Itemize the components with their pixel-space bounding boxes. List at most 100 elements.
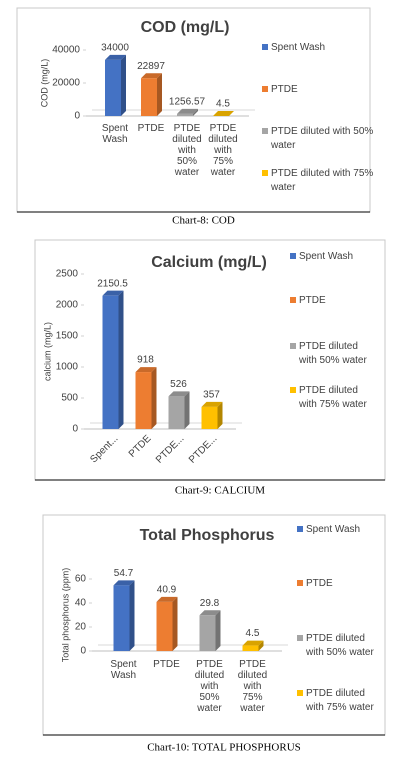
bar (156, 601, 173, 651)
legend-label: PTDE diluted with 50% water (305, 633, 374, 658)
y-tick-label: 0 (74, 111, 80, 122)
legend-swatch (262, 128, 268, 134)
x-tick-label: PTDE diluted with 75% water (238, 659, 267, 714)
legend-swatch (290, 297, 296, 303)
bar (105, 59, 121, 116)
bar-side (129, 580, 135, 651)
bar-top (199, 610, 221, 616)
bar-top (156, 596, 178, 602)
bar-side (217, 401, 223, 429)
bar-top (242, 640, 264, 646)
y-tick-label: 40 (75, 598, 87, 609)
bar-side (193, 108, 198, 116)
bar-side (121, 54, 126, 116)
legend-label: Spent Wash (271, 42, 325, 53)
bar (168, 396, 185, 429)
x-tick-label: PTDE (138, 123, 165, 134)
chart-caption: Chart-8: COD (172, 215, 235, 227)
y-tick-label: 1000 (56, 362, 79, 373)
bar-top (113, 580, 135, 586)
value-label: 40.9 (157, 585, 177, 596)
value-label: 526 (170, 379, 187, 390)
legend-swatch (262, 170, 268, 176)
bar (135, 372, 152, 429)
legend-swatch (297, 580, 303, 586)
value-label: 29.8 (200, 598, 220, 609)
bar-side (151, 367, 157, 429)
y-tick-label: 20000 (52, 78, 80, 89)
bar-side (258, 640, 264, 651)
legend-swatch (290, 253, 296, 259)
bar (199, 615, 216, 651)
x-tick-label: PTDE diluted with 50% water (195, 659, 224, 714)
value-label: 34000 (101, 43, 129, 54)
legend-label: PTDE (306, 578, 333, 589)
legend-swatch (262, 86, 268, 92)
bar (113, 585, 130, 651)
y-tick-label: 40000 (52, 45, 80, 56)
bar-side (184, 391, 190, 429)
y-tick-label: 500 (61, 393, 78, 404)
legend-swatch (297, 526, 303, 532)
x-tick-label: PTDE diluted with 50% water (172, 123, 201, 178)
legend-label: PTDE (271, 84, 298, 95)
legend-label: PTDE diluted with 50% water (298, 341, 367, 366)
legend-label: PTDE diluted with 75% water (298, 385, 367, 410)
value-label: 918 (137, 355, 154, 366)
x-tick-label: Spent Wash (102, 123, 128, 145)
value-label: 4.5 (216, 99, 230, 110)
bar (201, 406, 218, 429)
chart-title: Calcium (mg/L) (151, 254, 267, 271)
chart-caption: Chart-9: CALCIUM (175, 485, 265, 497)
bar-side (157, 73, 162, 116)
chart-caption: Chart-10: TOTAL PHOSPHORUS (147, 742, 301, 754)
bar (102, 295, 119, 429)
value-label: 2150.5 (97, 278, 128, 289)
x-tick-label: PTDE diluted with 75% water (208, 123, 237, 178)
x-tick-label: PTDE (153, 659, 180, 670)
y-tick-label: 0 (72, 424, 78, 435)
y-tick-label: 2500 (56, 269, 79, 280)
y-tick-label: 0 (80, 646, 86, 657)
bar-side (172, 596, 178, 651)
legend-swatch (290, 387, 296, 393)
legend-label: PTDE diluted with 75% water (270, 168, 373, 193)
bar-top (201, 401, 223, 407)
bar-top (213, 110, 234, 116)
bar-top (168, 391, 190, 397)
legend-swatch (297, 635, 303, 641)
bar-top (177, 108, 198, 114)
bar-side (229, 110, 234, 116)
y-axis-label: Total phosphorus (ppm) (60, 568, 70, 663)
y-tick-label: 1500 (56, 331, 79, 342)
legend-label: PTDE (299, 295, 326, 306)
legend-label: Spent Wash (299, 251, 353, 262)
chart-frame (34, 239, 386, 481)
bar (177, 113, 193, 116)
bar-side (215, 610, 221, 651)
legend-label: PTDE diluted with 75% water (305, 688, 374, 713)
legend-label: PTDE diluted with 50% water (270, 126, 373, 151)
legend-label: Spent Wash (306, 524, 360, 535)
chart-title: COD (mg/L) (141, 19, 230, 36)
value-label: 22897 (137, 61, 165, 72)
value-label: 357 (203, 390, 220, 401)
bar (141, 78, 157, 116)
bar-top (141, 73, 162, 79)
y-tick-label: 2000 (56, 300, 79, 311)
legend-swatch (290, 343, 296, 349)
value-label: 54.7 (114, 568, 134, 579)
y-axis-label: calcium (mg/L) (42, 322, 52, 381)
y-tick-label: 60 (75, 574, 87, 585)
value-label: 1256.57 (169, 97, 206, 108)
bar-top (105, 54, 126, 60)
y-tick-label: 20 (75, 622, 87, 633)
bar-side (118, 290, 124, 429)
chart-title: Total Phosphorus (140, 527, 275, 544)
x-tick-label: Spent Wash (110, 659, 136, 681)
bar-top (135, 367, 157, 373)
value-label: 4.5 (246, 628, 260, 639)
legend-swatch (297, 690, 303, 696)
bar-top (102, 290, 124, 296)
